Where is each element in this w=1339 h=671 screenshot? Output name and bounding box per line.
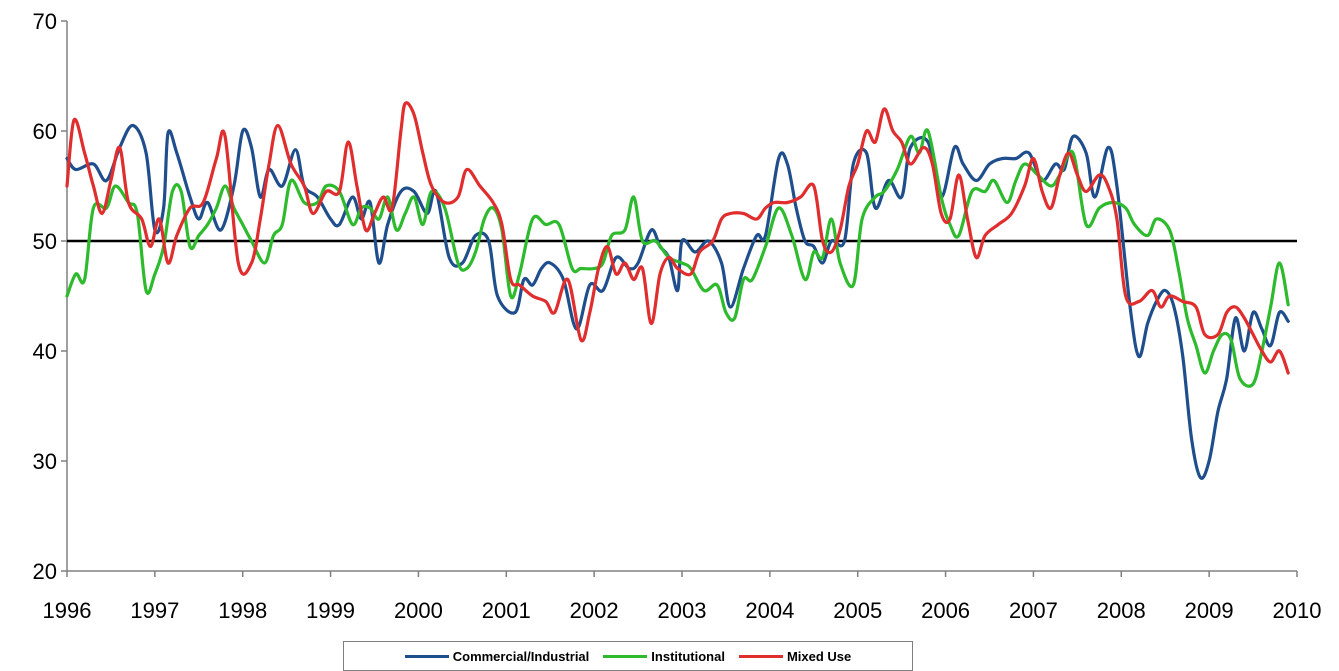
series-line-mixed-use <box>65 101 1290 375</box>
y-tick-label: 40 <box>33 339 57 364</box>
legend-label-commercial-industrial: Commercial/Industrial <box>452 648 590 664</box>
x-tick-label: 1998 <box>218 598 267 623</box>
x-tick-label: 1996 <box>43 598 92 623</box>
legend-label-mixed-use: Mixed Use <box>786 648 852 664</box>
y-tick-label: 50 <box>33 229 57 254</box>
y-tick-label: 70 <box>33 9 57 34</box>
legend-item-commercial-industrial: Commercial/Industrial <box>404 648 590 664</box>
x-tick-label: 2009 <box>1185 598 1234 623</box>
y-tick-label: 30 <box>33 449 57 474</box>
legend-item-mixed-use: Mixed Use <box>738 648 852 664</box>
x-tick-label: 2008 <box>1097 598 1146 623</box>
x-tick-label: 2003 <box>658 598 707 623</box>
legend-swatch-mixed-use <box>738 654 783 658</box>
y-tick-label: 20 <box>33 559 57 584</box>
legend: Commercial/Industrial Institutional Mixe… <box>343 641 913 671</box>
x-tick-label: 2000 <box>394 598 443 623</box>
x-tick-label: 2004 <box>745 598 794 623</box>
legend-swatch-institutional <box>603 654 648 658</box>
x-tick-label: 2002 <box>570 598 619 623</box>
legend-label-institutional: Institutional <box>651 648 725 664</box>
series-layer <box>65 101 1290 480</box>
series-line-institutional <box>65 128 1290 388</box>
y-axis: 20 30 40 50 60 70 <box>33 9 68 584</box>
y-tick-label: 60 <box>33 119 57 144</box>
line-chart: 20 30 40 50 60 70 1996 1997 1998 1999 2000 2001 200… <box>33 9 1322 623</box>
x-tick-label: 2010 <box>1273 598 1322 623</box>
legend-item-institutional: Institutional <box>603 649 725 664</box>
x-tick-label: 2001 <box>482 598 531 623</box>
x-tick-label: 2006 <box>921 598 970 623</box>
legend-swatch-commercial-industrial <box>404 654 449 658</box>
x-tick-label: 1999 <box>306 598 355 623</box>
x-tick-label: 1997 <box>130 598 179 623</box>
x-tick-label: 2005 <box>833 598 882 623</box>
x-tick-label: 2007 <box>1009 598 1058 623</box>
x-axis: 1996 1997 1998 1999 2000 2001 2002 2003 2004 2005… <box>43 570 1322 623</box>
